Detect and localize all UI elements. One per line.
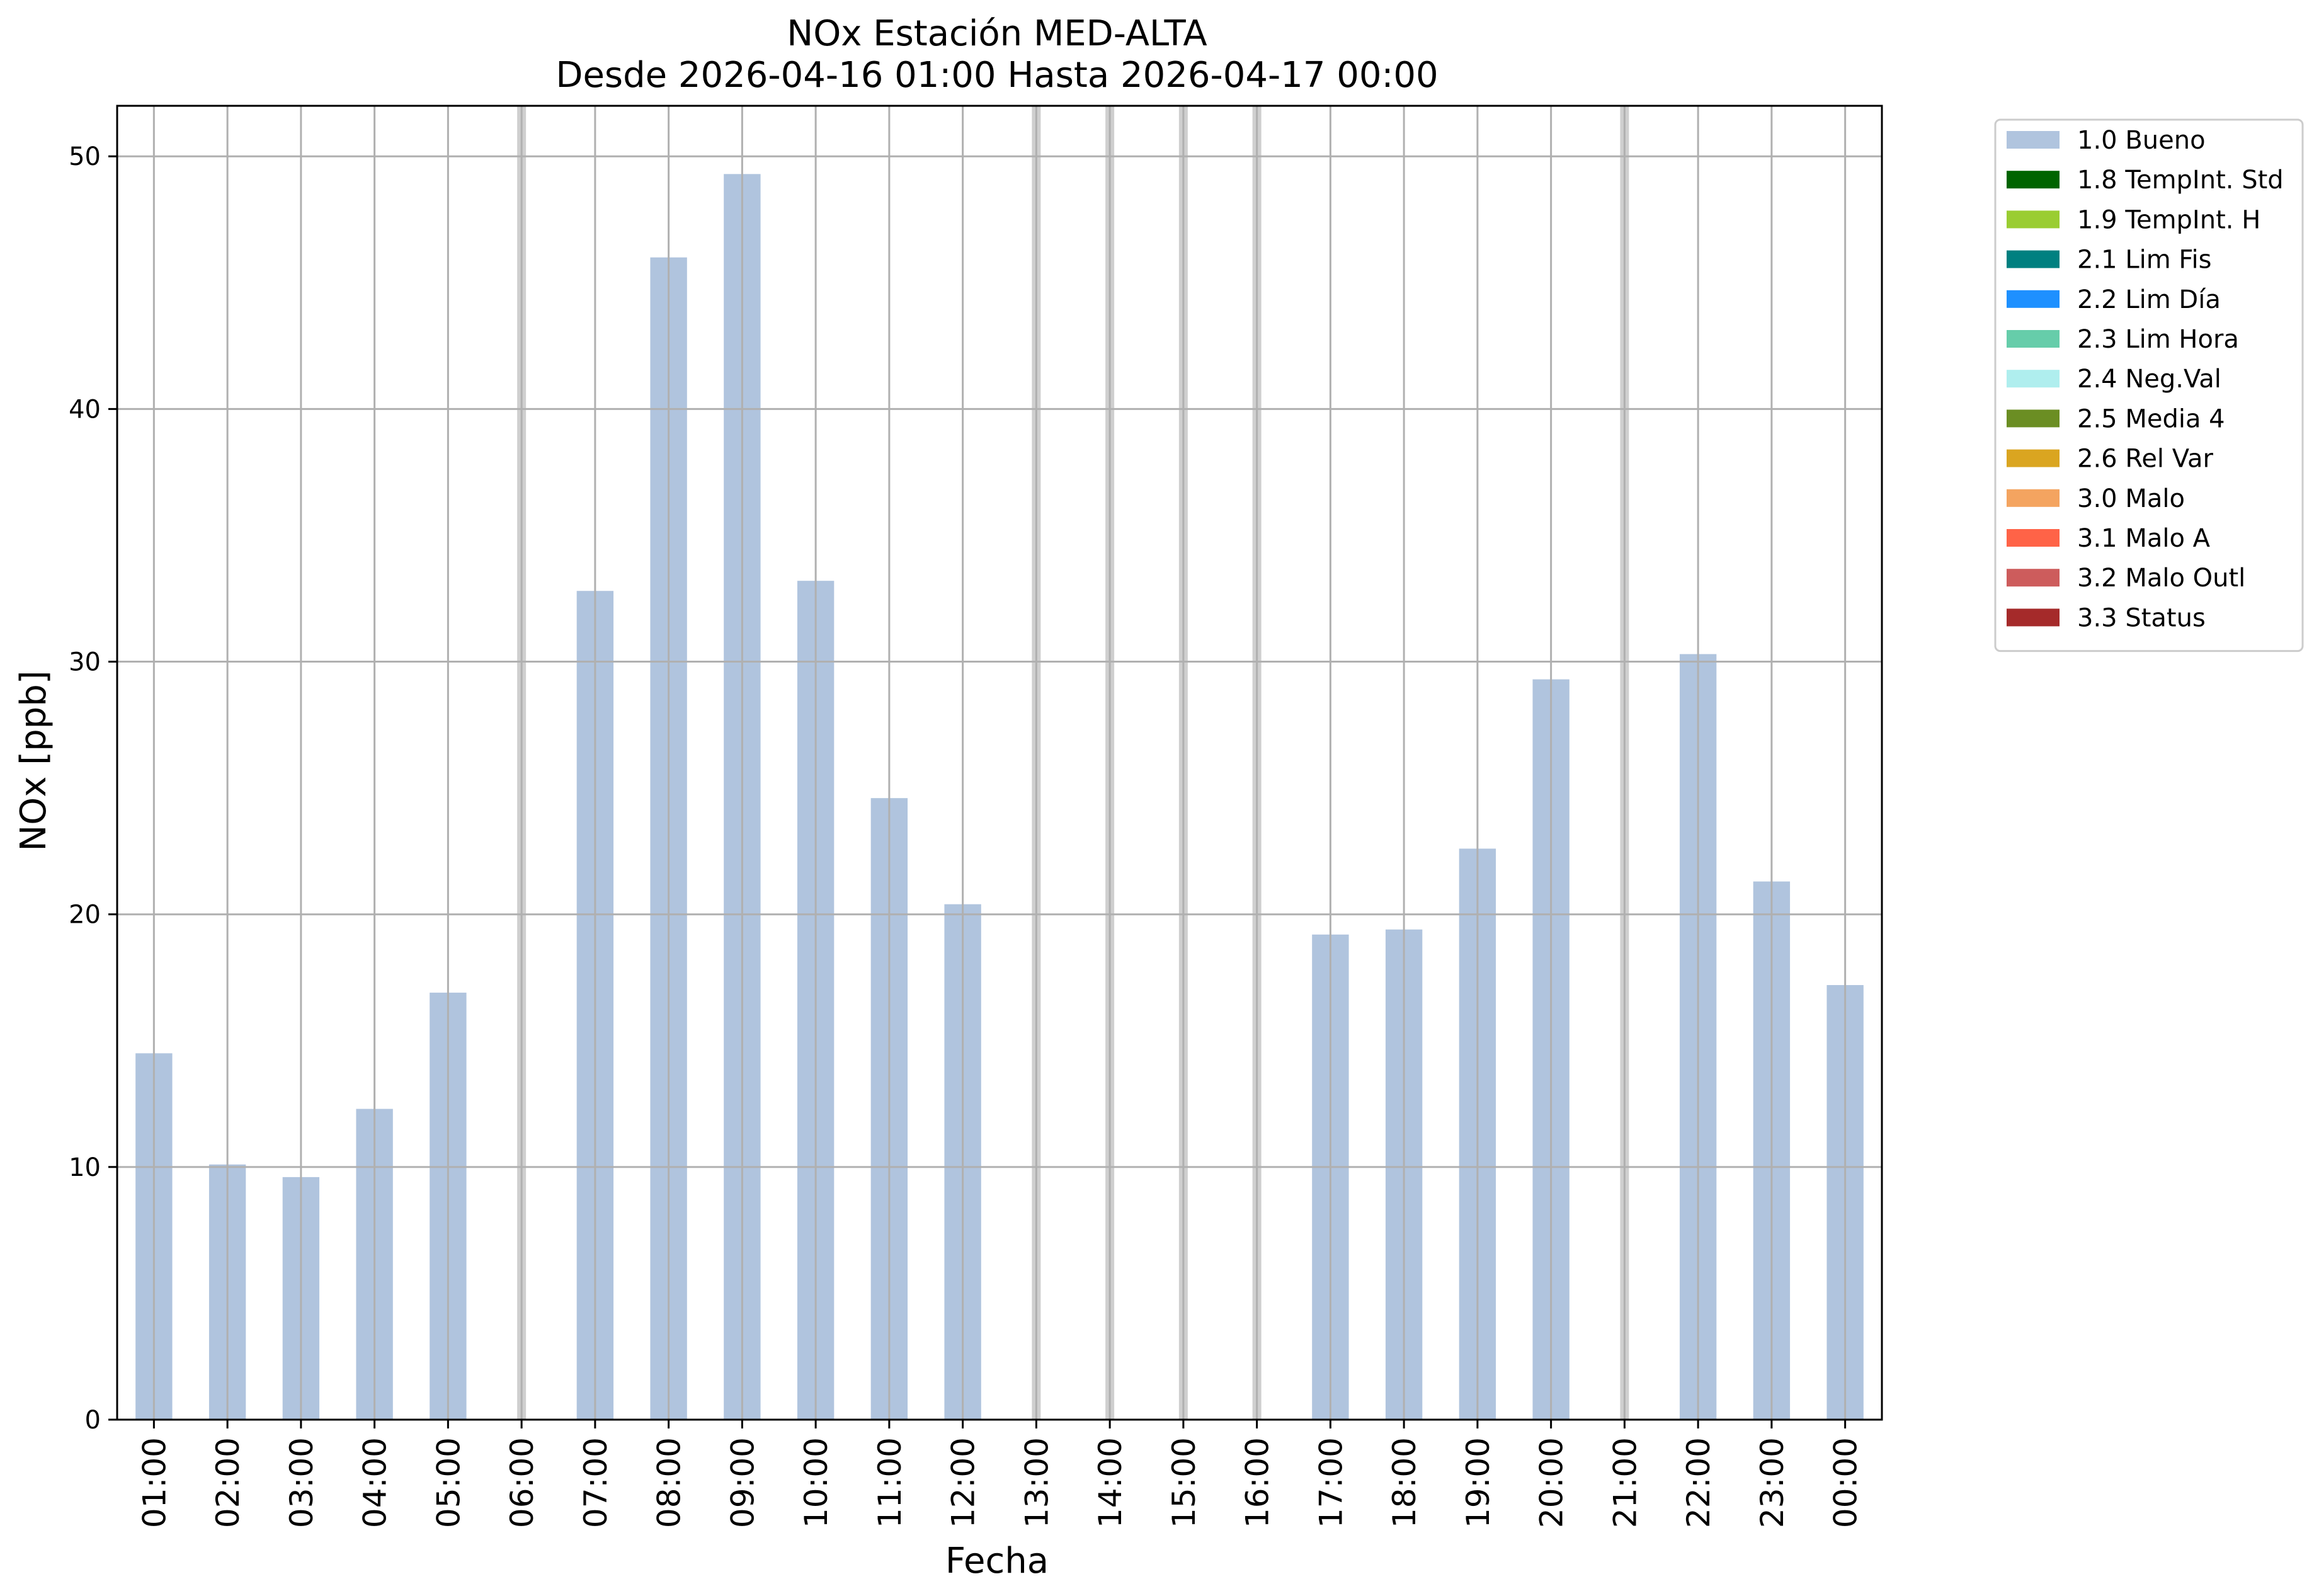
- y-tick-label: 10: [69, 1153, 101, 1182]
- x-tick-label: 15:00: [1166, 1437, 1202, 1528]
- y-tick-label: 40: [69, 395, 101, 424]
- y-tick-label: 30: [69, 648, 101, 677]
- legend-swatch: [2007, 569, 2060, 587]
- chart-title-line2: Desde 2026-04-16 01:00 Hasta 2026-04-17 …: [556, 55, 1438, 96]
- x-tick-label: 23:00: [1754, 1437, 1791, 1528]
- plot-area: 0 10 20 30 40 50 01:00 02:00 03:00 04:00 05:00 06:0…: [69, 105, 1883, 1528]
- x-tick-label: 11:00: [872, 1437, 908, 1528]
- x-tick-label: 05:00: [430, 1437, 467, 1528]
- x-tick-label: 13:00: [1018, 1437, 1055, 1528]
- x-tick-label: 07:00: [578, 1437, 614, 1528]
- x-tick-label: 20:00: [1534, 1437, 1570, 1528]
- legend-swatch: [2007, 171, 2060, 189]
- x-axis-label: Fecha: [945, 1541, 1049, 1582]
- legend-label: 2.3 Lim Hora: [2077, 325, 2239, 354]
- x-tick-label: 01:00: [136, 1437, 173, 1528]
- legend-box: [1994, 118, 2304, 653]
- legend-swatch: [2007, 210, 2060, 229]
- x-tick-label: 14:00: [1092, 1437, 1129, 1528]
- legend-label: 1.0 Bueno: [2077, 126, 2206, 155]
- x-tick-label: 09:00: [724, 1437, 761, 1528]
- y-tick-label: 20: [69, 901, 101, 930]
- x-tick-label: 06:00: [504, 1437, 540, 1528]
- chart-title-line1: NOx Estación MED-ALTA: [787, 13, 1207, 54]
- y-tick-label: 50: [69, 142, 101, 171]
- legend-swatch: [2007, 489, 2060, 507]
- legend-label: 2.6 Rel Var: [2077, 445, 2214, 474]
- x-tick-label: 18:00: [1386, 1437, 1423, 1528]
- legend-swatch: [2007, 131, 2060, 149]
- y-tick-label: 0: [85, 1406, 101, 1435]
- legend-swatch: [2007, 290, 2060, 308]
- x-tick-label: 03:00: [283, 1437, 320, 1528]
- legend-label: 2.1 Lim Fis: [2077, 246, 2211, 275]
- x-tick-label: 04:00: [357, 1437, 394, 1528]
- legend: 1.0 Bueno 1.8 TempInt. Std 1.9 TempInt. H 2…: [1994, 118, 2304, 653]
- x-tick-label: 02:00: [210, 1437, 246, 1528]
- legend-swatch: [2007, 330, 2060, 348]
- x-tick-label: 19:00: [1460, 1437, 1496, 1528]
- x-tick-label: 21:00: [1607, 1437, 1643, 1528]
- legend-label: 2.2 Lim Día: [2077, 285, 2221, 314]
- legend-swatch: [2007, 608, 2060, 627]
- x-tick-label: 17:00: [1313, 1437, 1349, 1528]
- legend-label: 1.8 TempInt. Std: [2077, 166, 2284, 195]
- legend-swatch: [2007, 370, 2060, 388]
- x-tick-label: 00:00: [1828, 1437, 1864, 1528]
- legend-swatch: [2007, 250, 2060, 268]
- legend-label: 2.5 Media 4: [2077, 404, 2225, 433]
- legend-swatch: [2007, 449, 2060, 467]
- x-tick-label: 22:00: [1680, 1437, 1717, 1528]
- x-tick-label: 16:00: [1239, 1437, 1276, 1528]
- y-axis-label: NOx [ppb]: [13, 670, 54, 851]
- x-tick-label: 12:00: [945, 1437, 982, 1528]
- legend-label: 3.1 Malo A: [2077, 524, 2211, 553]
- x-tick-label: 10:00: [798, 1437, 835, 1528]
- legend-label: 3.0 Malo: [2077, 484, 2185, 513]
- plot-frame: [116, 105, 1883, 1421]
- legend-label: 3.2 Malo Outl: [2077, 564, 2245, 593]
- legend-label: 2.4 Neg.Val: [2077, 365, 2221, 394]
- legend-label: 1.9 TempInt. H: [2077, 205, 2260, 234]
- x-tick-label: 08:00: [651, 1437, 688, 1528]
- legend-label: 3.3 Status: [2077, 603, 2206, 632]
- legend-swatch: [2007, 529, 2060, 547]
- legend-swatch: [2007, 409, 2060, 428]
